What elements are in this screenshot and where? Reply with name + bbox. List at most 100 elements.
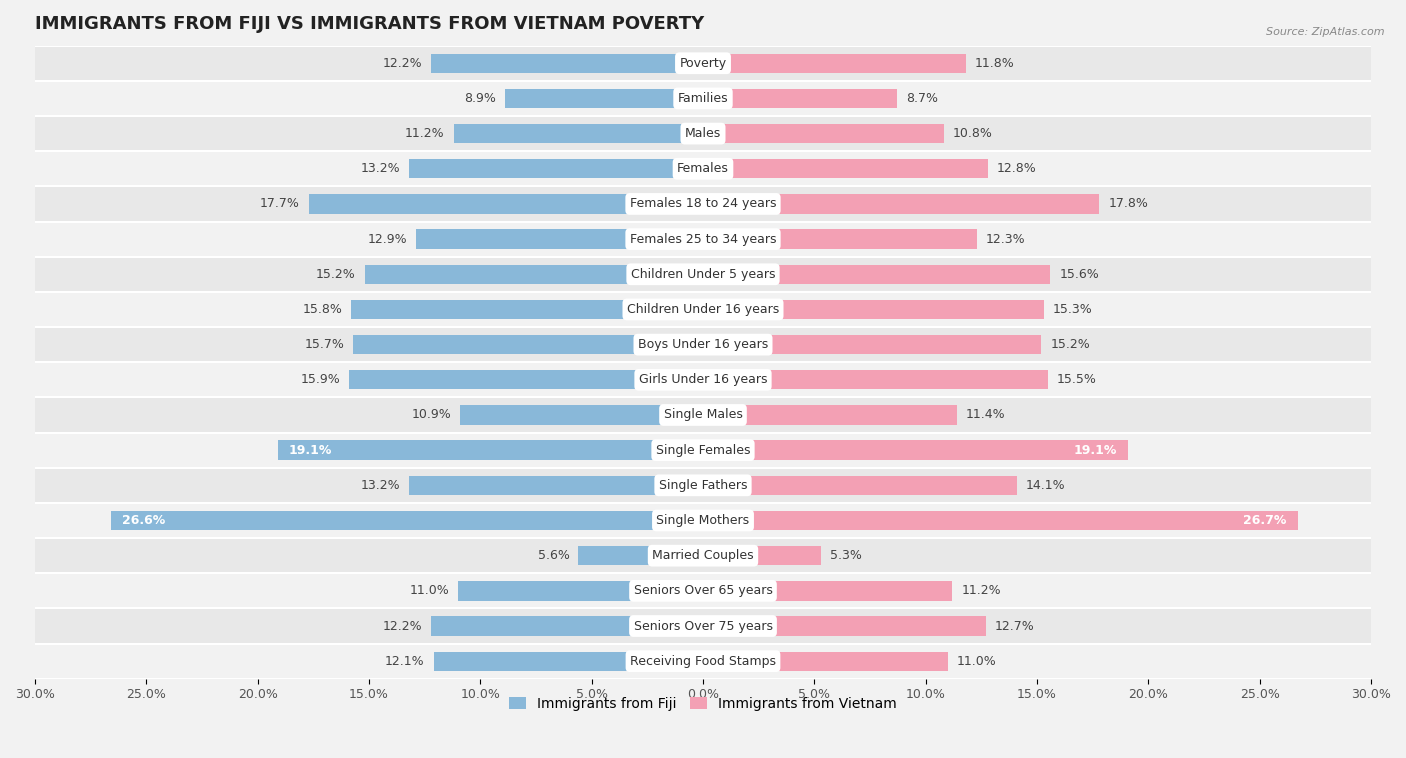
Text: IMMIGRANTS FROM FIJI VS IMMIGRANTS FROM VIETNAM POVERTY: IMMIGRANTS FROM FIJI VS IMMIGRANTS FROM … <box>35 15 704 33</box>
Text: 11.0%: 11.0% <box>409 584 449 597</box>
Text: 15.2%: 15.2% <box>1050 338 1090 351</box>
Bar <box>35 327 1371 362</box>
Bar <box>458 581 703 600</box>
Bar <box>35 503 1371 538</box>
Bar <box>35 362 1371 397</box>
Bar <box>432 616 703 636</box>
Bar <box>35 45 1371 81</box>
Bar <box>35 573 1371 609</box>
Bar <box>35 609 1371 644</box>
Text: 5.6%: 5.6% <box>537 549 569 562</box>
Text: 19.1%: 19.1% <box>288 443 332 456</box>
Bar <box>454 124 703 143</box>
Text: 11.0%: 11.0% <box>957 655 997 668</box>
Bar <box>35 221 1371 257</box>
Text: Receiving Food Stamps: Receiving Food Stamps <box>630 655 776 668</box>
Bar <box>505 89 703 108</box>
Bar <box>703 299 1043 319</box>
Text: Source: ZipAtlas.com: Source: ZipAtlas.com <box>1267 27 1385 36</box>
Text: Boys Under 16 years: Boys Under 16 years <box>638 338 768 351</box>
Bar <box>35 151 1371 186</box>
Text: 17.8%: 17.8% <box>1108 197 1149 211</box>
Text: 12.1%: 12.1% <box>385 655 425 668</box>
Text: 10.9%: 10.9% <box>412 409 451 421</box>
Bar <box>416 230 703 249</box>
Text: 15.7%: 15.7% <box>305 338 344 351</box>
Bar <box>703 54 966 73</box>
Text: 8.7%: 8.7% <box>905 92 938 105</box>
Bar <box>35 644 1371 678</box>
Bar <box>703 159 988 178</box>
Text: Poverty: Poverty <box>679 57 727 70</box>
Text: 12.7%: 12.7% <box>994 619 1035 632</box>
Text: 15.6%: 15.6% <box>1059 268 1099 280</box>
Text: 13.2%: 13.2% <box>360 479 401 492</box>
Bar <box>703 265 1050 284</box>
Bar <box>353 335 703 354</box>
Text: 12.8%: 12.8% <box>997 162 1036 175</box>
Text: Females 18 to 24 years: Females 18 to 24 years <box>630 197 776 211</box>
Bar <box>703 230 977 249</box>
Bar <box>703 476 1017 495</box>
Bar <box>35 186 1371 221</box>
Text: 26.7%: 26.7% <box>1243 514 1286 527</box>
Bar <box>35 397 1371 433</box>
Text: 12.3%: 12.3% <box>986 233 1025 246</box>
Text: Females: Females <box>678 162 728 175</box>
Text: Seniors Over 65 years: Seniors Over 65 years <box>634 584 772 597</box>
Text: 12.2%: 12.2% <box>382 57 422 70</box>
Text: 15.5%: 15.5% <box>1057 373 1097 387</box>
Text: 11.2%: 11.2% <box>405 127 444 140</box>
Text: Girls Under 16 years: Girls Under 16 years <box>638 373 768 387</box>
Text: 17.7%: 17.7% <box>260 197 299 211</box>
Bar <box>460 406 703 424</box>
Bar <box>578 546 703 565</box>
Text: 11.2%: 11.2% <box>962 584 1001 597</box>
Text: 15.9%: 15.9% <box>301 373 340 387</box>
Bar <box>703 89 897 108</box>
Text: 19.1%: 19.1% <box>1074 443 1118 456</box>
Text: 5.3%: 5.3% <box>830 549 862 562</box>
Text: Families: Families <box>678 92 728 105</box>
Bar <box>277 440 703 460</box>
Bar <box>409 476 703 495</box>
Bar <box>703 546 821 565</box>
Bar <box>111 511 703 530</box>
Text: 13.2%: 13.2% <box>360 162 401 175</box>
Bar <box>35 81 1371 116</box>
Bar <box>35 257 1371 292</box>
Text: 11.4%: 11.4% <box>966 409 1005 421</box>
Text: Males: Males <box>685 127 721 140</box>
Text: 12.9%: 12.9% <box>367 233 406 246</box>
Bar <box>703 581 952 600</box>
Text: 15.3%: 15.3% <box>1053 303 1092 316</box>
Bar <box>349 370 703 390</box>
Bar <box>35 538 1371 573</box>
Bar <box>409 159 703 178</box>
Bar <box>703 406 957 424</box>
Bar <box>352 299 703 319</box>
Text: 26.6%: 26.6% <box>122 514 165 527</box>
Text: Children Under 16 years: Children Under 16 years <box>627 303 779 316</box>
Text: 14.1%: 14.1% <box>1026 479 1066 492</box>
Text: Single Females: Single Females <box>655 443 751 456</box>
Bar <box>364 265 703 284</box>
Text: Children Under 5 years: Children Under 5 years <box>631 268 775 280</box>
Text: Single Fathers: Single Fathers <box>659 479 747 492</box>
Text: Seniors Over 75 years: Seniors Over 75 years <box>634 619 772 632</box>
Text: 12.2%: 12.2% <box>382 619 422 632</box>
Bar <box>703 440 1129 460</box>
Bar <box>433 652 703 671</box>
Bar <box>35 433 1371 468</box>
Bar <box>703 370 1047 390</box>
Text: 10.8%: 10.8% <box>952 127 993 140</box>
Bar <box>703 335 1042 354</box>
Text: Females 25 to 34 years: Females 25 to 34 years <box>630 233 776 246</box>
Text: 15.8%: 15.8% <box>302 303 342 316</box>
Text: 8.9%: 8.9% <box>464 92 496 105</box>
Bar <box>703 652 948 671</box>
Bar <box>309 194 703 214</box>
Text: Single Mothers: Single Mothers <box>657 514 749 527</box>
Bar <box>35 116 1371 151</box>
Text: 11.8%: 11.8% <box>974 57 1014 70</box>
